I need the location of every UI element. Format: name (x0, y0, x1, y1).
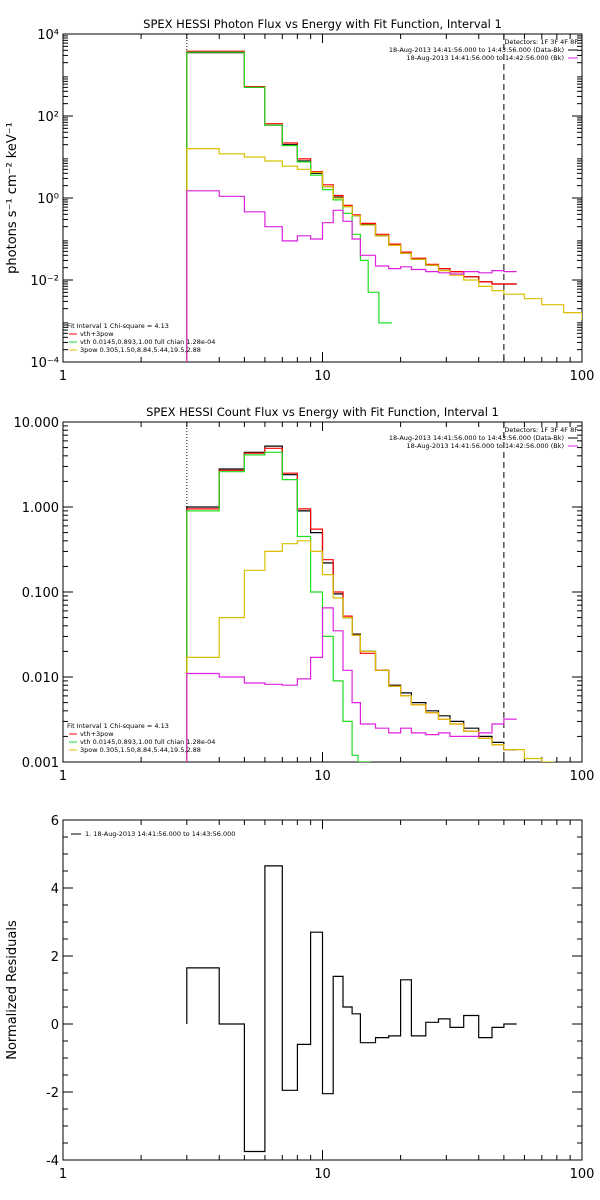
x-tick-label: 100 (570, 369, 595, 384)
y-tick-label: 10⁻⁴ (30, 356, 59, 371)
legend-entry: vth 0.0145,0.893,1.00 full chian 1.28e-0… (80, 338, 215, 346)
series-line-black (186, 865, 517, 1153)
y-tick-label: 6 (51, 814, 59, 829)
chart-title: SPEX HESSI Count Flux vs Energy with Fit… (146, 405, 499, 419)
y-tick-label: 0.001 (22, 756, 59, 771)
x-tick-label: 10 (314, 369, 331, 384)
x-tick-label: 100 (570, 1167, 595, 1182)
legend-entry: vth+3pow (80, 330, 114, 338)
legend-entry: 18-Aug-2013 14:41:56.000 to 14:43:56.000… (389, 46, 564, 54)
series-line-green (186, 51, 392, 362)
y-axis-label: Normalized Residuals (5, 920, 20, 1060)
x-tick-label: 1 (59, 369, 67, 384)
legend-entry: 18-Aug-2013 14:41:56.000 to 14:42:56.000… (407, 442, 564, 450)
legend-entry: vth+3pow (80, 730, 114, 738)
legend-entry: 3pow 0.305,1.50,8.84,5.44,19.5,2.88 (80, 746, 201, 754)
data-series-group (186, 865, 517, 1153)
y-axis-label: photons s⁻¹ cm⁻² keV⁻¹ (5, 122, 20, 274)
y-tick-label: 0 (51, 1018, 59, 1033)
data-series-group (186, 50, 582, 362)
y-tick-label: 2 (51, 950, 59, 965)
legend-entry: Fit Interval 1 Chi-square = 4.13 (67, 722, 169, 730)
legend-entry: 18-Aug-2013 14:41:56.000 to 14:43:56.000… (389, 434, 564, 442)
detectors-label: Detectors: 1F 3F 4F 8F (504, 426, 578, 434)
series-line-magenta (186, 607, 517, 762)
series-line-yellow (186, 148, 582, 362)
y-tick-label: 0.010 (22, 671, 59, 686)
x-tick-label: 10 (314, 769, 331, 784)
x-tick-label: 1 (59, 769, 67, 784)
chart-panel-1: SPEX HESSI Photon Flux vs Energy with Fi… (5, 17, 595, 384)
x-tick-label: 100 (570, 769, 595, 784)
legend-entry: 1. 18-Aug-2013 14:41:56.000 to 14:43:56.… (85, 830, 235, 838)
legend-entry: 18-Aug-2013 14:41:56.000 to 14:42:56.000… (407, 54, 564, 62)
legend-entry: 3pow 0.305,1.50,8.84,5.44,19.5,2.88 (80, 346, 201, 354)
series-line-magenta (186, 190, 517, 362)
x-tick-label: 1 (59, 1167, 67, 1182)
y-tick-label: 4 (51, 882, 59, 897)
y-tick-label: 10² (37, 110, 59, 125)
data-series-group (186, 445, 555, 762)
series-line-yellow (186, 540, 555, 762)
y-tick-label: -4 (46, 1154, 59, 1169)
y-tick-label: 10.000 (14, 416, 60, 431)
chart-panel-3: 1 10 100 -4 -2 0 2 4 6 Normalized Residuals 1. 18-… (5, 814, 594, 1182)
series-line-green (186, 451, 371, 762)
y-tick-label: 10⁴ (37, 28, 59, 43)
series-line-black (186, 445, 517, 762)
detectors-label: Detectors: 1F 3F 4F 8F (504, 38, 578, 46)
chart-panel-2: SPEX HESSI Count Flux vs Energy with Fit… (14, 405, 595, 784)
series-line-red (186, 447, 517, 762)
y-tick-label: 10⁰ (37, 192, 59, 207)
legend-entry: vth 0.0145,0.893,1.00 full chian 1.28e-0… (80, 738, 215, 746)
chart-title: SPEX HESSI Photon Flux vs Energy with Fi… (143, 17, 502, 31)
y-tick-label: 0.100 (22, 586, 59, 601)
y-tick-label: 10⁻² (30, 274, 59, 289)
y-tick-label: 1.000 (22, 501, 59, 516)
legend-entry: Fit Interval 1 Chi-square = 4.13 (67, 322, 169, 330)
y-tick-label: -2 (46, 1086, 59, 1101)
x-tick-label: 10 (314, 1167, 331, 1182)
